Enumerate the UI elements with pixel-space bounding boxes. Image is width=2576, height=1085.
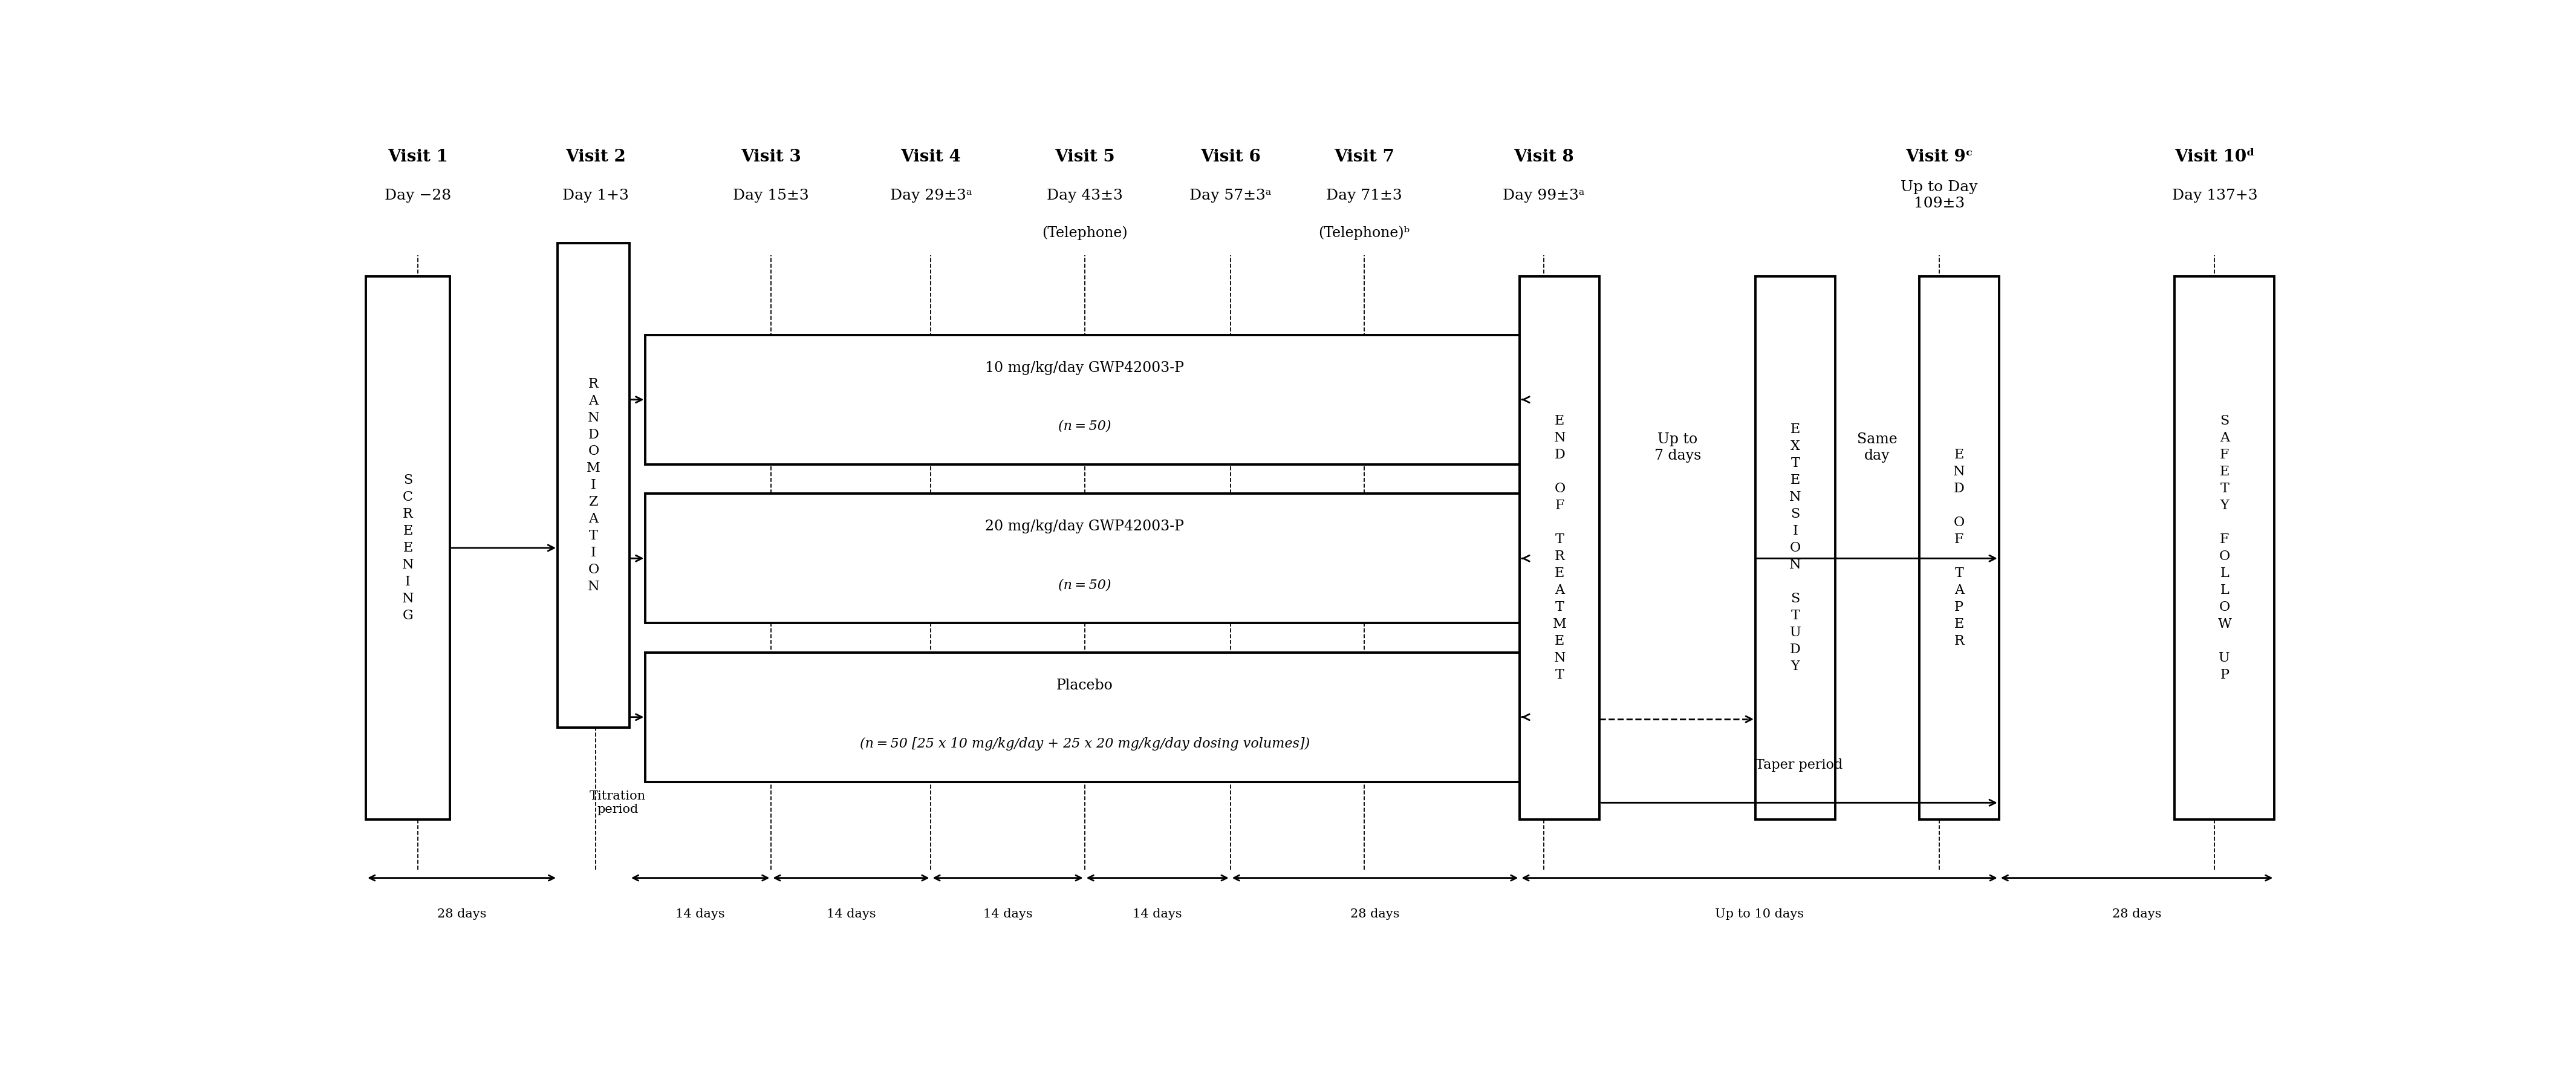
Text: 20 mg/kg/day GWP42003-P: 20 mg/kg/day GWP42003-P — [984, 520, 1185, 534]
Text: Taper period: Taper period — [1757, 758, 1842, 771]
Text: Visit 1: Visit 1 — [386, 149, 448, 165]
Text: (Telephone): (Telephone) — [1041, 226, 1128, 240]
Text: Visit 9ᶜ: Visit 9ᶜ — [1906, 149, 1973, 165]
Text: Visit 10ᵈ: Visit 10ᵈ — [2174, 149, 2254, 165]
Text: Visit 4: Visit 4 — [902, 149, 961, 165]
Text: 28 days: 28 days — [2112, 908, 2161, 920]
FancyBboxPatch shape — [647, 652, 1525, 782]
FancyBboxPatch shape — [1754, 277, 1834, 819]
Text: 14 days: 14 days — [1133, 908, 1182, 920]
Text: R
A
N
D
O
M
I
Z
A
T
I
O
N: R A N D O M I Z A T I O N — [587, 378, 600, 593]
Text: 10 mg/kg/day GWP42003-P: 10 mg/kg/day GWP42003-P — [984, 361, 1185, 374]
Text: E
X
T
E
N
S
I
O
N
 
S
T
U
D
Y: E X T E N S I O N S T U D Y — [1790, 423, 1801, 673]
Text: Day 99±3ᵃ: Day 99±3ᵃ — [1502, 189, 1584, 202]
Text: 28 days: 28 days — [1350, 908, 1399, 920]
FancyBboxPatch shape — [1919, 277, 1999, 819]
Text: Day 137+3: Day 137+3 — [2172, 189, 2257, 202]
Text: Day 71±3: Day 71±3 — [1327, 189, 1401, 202]
Text: Up to Day
109±3: Up to Day 109±3 — [1901, 180, 1978, 210]
FancyBboxPatch shape — [366, 277, 451, 819]
Text: Day 15±3: Day 15±3 — [734, 189, 809, 202]
Text: S
C
R
E
E
N
I
N
G: S C R E E N I N G — [402, 474, 415, 622]
Text: 14 days: 14 days — [827, 908, 876, 920]
FancyBboxPatch shape — [2174, 277, 2275, 819]
Text: Same
day: Same day — [1857, 433, 1899, 462]
Text: Day 43±3: Day 43±3 — [1046, 189, 1123, 202]
Text: 28 days: 28 days — [438, 908, 487, 920]
Text: Day 57±3ᵃ: Day 57±3ᵃ — [1190, 189, 1273, 202]
FancyBboxPatch shape — [1520, 277, 1600, 819]
Text: Up to 10 days: Up to 10 days — [1716, 908, 1803, 920]
Text: Day −28: Day −28 — [384, 189, 451, 202]
Text: Day 29±3ᵃ: Day 29±3ᵃ — [889, 189, 971, 202]
FancyBboxPatch shape — [556, 243, 629, 728]
Text: Visit 7: Visit 7 — [1334, 149, 1394, 165]
Text: Placebo: Placebo — [1056, 678, 1113, 692]
Text: (n = 50 [25 x 10 mg/kg/day + 25 x 20 mg/kg/day dosing volumes]): (n = 50 [25 x 10 mg/kg/day + 25 x 20 mg/… — [860, 737, 1309, 751]
Text: S
A
F
E
T
Y
 
F
O
L
L
O
W
 
U
P: S A F E T Y F O L L O W U P — [2218, 414, 2231, 681]
Text: (n = 50): (n = 50) — [1059, 578, 1110, 591]
Text: 14 days: 14 days — [984, 908, 1033, 920]
Text: (Telephone)ᵇ: (Telephone)ᵇ — [1319, 226, 1409, 240]
Text: Day 1+3: Day 1+3 — [562, 189, 629, 202]
Text: E
N
D
 
O
F
 
T
A
P
E
R: E N D O F T A P E R — [1953, 448, 1965, 648]
FancyBboxPatch shape — [647, 335, 1525, 464]
Text: E
N
D
 
O
F
 
T
R
E
A
T
M
E
N
T: E N D O F T R E A T M E N T — [1553, 414, 1566, 681]
FancyBboxPatch shape — [647, 494, 1525, 623]
Text: Up to
7 days: Up to 7 days — [1654, 433, 1700, 462]
Text: 14 days: 14 days — [675, 908, 724, 920]
Text: Visit 6: Visit 6 — [1200, 149, 1260, 165]
Text: Titration
period: Titration period — [590, 790, 647, 815]
Text: (n = 50): (n = 50) — [1059, 420, 1110, 433]
Text: Visit 5: Visit 5 — [1054, 149, 1115, 165]
Text: Visit 2: Visit 2 — [564, 149, 626, 165]
Text: Visit 8: Visit 8 — [1515, 149, 1574, 165]
Text: Visit 3: Visit 3 — [742, 149, 801, 165]
